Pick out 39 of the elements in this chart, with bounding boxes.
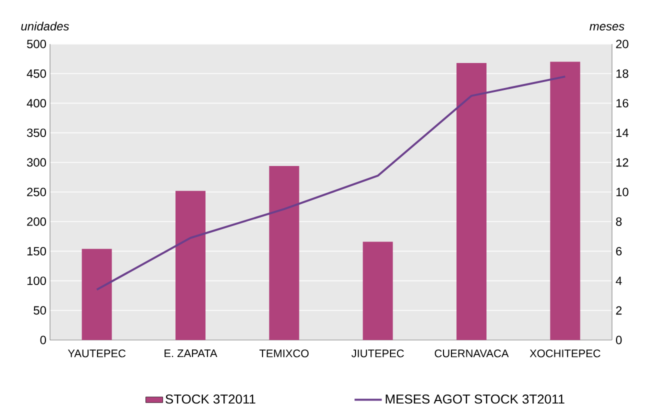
legend-label: STOCK 3T2011 [166, 394, 256, 404]
bar [176, 190, 206, 340]
y-tick-label: 0 [40, 336, 46, 344]
y2-axis-title: meses [590, 24, 624, 30]
y2-tick-label: 0 [616, 336, 622, 344]
y2-tick-label: 8 [616, 217, 622, 226]
y2-tick-label: 12 [616, 158, 628, 167]
legend-label: MESES AGOT STOCK 3T2011 [386, 394, 564, 404]
x-tick-label: XOCHITEPEC [530, 350, 600, 358]
y2-tick-label: 2 [616, 306, 622, 315]
y-tick-label: 500 [27, 40, 46, 48]
y2-tick-label: 10 [616, 188, 628, 196]
x-tick-label: CUERNAVACA [434, 350, 509, 358]
y-axis-title: unidades [21, 22, 70, 30]
y-tick-label: 300 [26, 158, 46, 167]
bar [82, 248, 112, 340]
y-tick-label: 400 [26, 98, 46, 108]
x-tick-label: JIUTEPEC [352, 350, 404, 358]
bar [269, 166, 300, 340]
bar [456, 62, 486, 340]
line-series [96, 76, 566, 291]
x-tick-label: YAUTEPEC [68, 350, 126, 358]
x-tick-label: TEMIXCO [259, 350, 309, 358]
y2-tick-label: 14 [616, 128, 628, 137]
x-tick-label: E. ZAPATA [164, 350, 218, 358]
y-tick-label: 450 [26, 69, 46, 78]
y-tick-label: 50 [34, 306, 46, 315]
y-tick-label: 200 [27, 217, 46, 226]
y-tick-label: 100 [27, 276, 46, 286]
y2-tick-label: 18 [616, 69, 628, 78]
y-tick-label: 350 [26, 128, 46, 138]
y2-tick-label: 20 [616, 40, 628, 48]
y-tick-label: 150 [27, 246, 46, 256]
y2-tick-label: 4 [616, 276, 622, 285]
bar [550, 62, 580, 340]
y2-tick-label: 6 [616, 246, 622, 256]
y2-tick-label: 16 [616, 98, 628, 108]
bar [362, 242, 393, 340]
y-tick-label: 250 [27, 188, 46, 196]
